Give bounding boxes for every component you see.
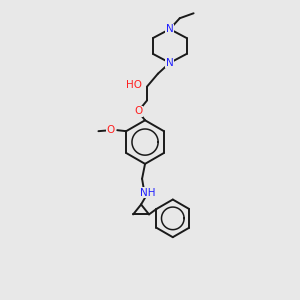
- Text: O: O: [106, 125, 114, 135]
- Text: N: N: [166, 24, 174, 34]
- Text: HO: HO: [126, 80, 142, 90]
- Text: O: O: [134, 106, 142, 116]
- Text: NH: NH: [140, 188, 156, 198]
- Text: N: N: [166, 58, 174, 68]
